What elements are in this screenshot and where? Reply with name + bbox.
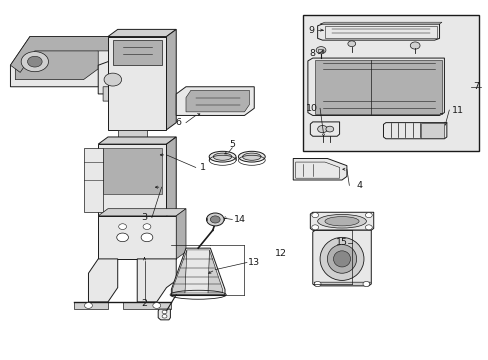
Polygon shape [317, 24, 439, 40]
Circle shape [365, 213, 371, 218]
Polygon shape [172, 250, 186, 293]
Polygon shape [103, 87, 137, 101]
Circle shape [27, 56, 42, 67]
Polygon shape [10, 37, 118, 72]
Text: 12: 12 [275, 249, 286, 258]
Ellipse shape [333, 251, 350, 267]
Polygon shape [176, 87, 254, 116]
Polygon shape [122, 302, 171, 309]
Circle shape [317, 126, 327, 133]
Circle shape [119, 224, 126, 229]
Text: 7: 7 [472, 82, 478, 91]
Polygon shape [98, 137, 176, 144]
Polygon shape [307, 58, 444, 116]
Polygon shape [83, 148, 103, 212]
Polygon shape [113, 40, 161, 65]
Polygon shape [158, 309, 170, 320]
Ellipse shape [209, 151, 236, 162]
Text: 5: 5 [229, 140, 235, 149]
Text: 1: 1 [200, 163, 205, 172]
Circle shape [314, 282, 321, 287]
Polygon shape [310, 212, 373, 230]
Polygon shape [166, 137, 176, 216]
Polygon shape [98, 144, 166, 216]
Polygon shape [207, 250, 222, 293]
Polygon shape [320, 22, 441, 24]
Polygon shape [98, 216, 176, 259]
Polygon shape [383, 123, 446, 139]
Polygon shape [184, 250, 209, 293]
Polygon shape [176, 209, 185, 259]
Ellipse shape [242, 153, 261, 160]
Polygon shape [98, 58, 137, 94]
Circle shape [143, 224, 151, 229]
Circle shape [409, 42, 419, 49]
Polygon shape [166, 30, 176, 130]
Polygon shape [108, 30, 176, 37]
Circle shape [141, 233, 153, 242]
Polygon shape [293, 158, 346, 180]
Circle shape [311, 213, 318, 218]
Polygon shape [312, 230, 370, 286]
Polygon shape [108, 37, 166, 130]
Ellipse shape [325, 217, 358, 226]
Text: 2: 2 [141, 299, 147, 308]
Polygon shape [98, 209, 185, 216]
Polygon shape [420, 123, 444, 138]
Circle shape [162, 310, 166, 314]
Text: 11: 11 [450, 105, 463, 114]
Bar [303, 15, 478, 151]
Ellipse shape [238, 151, 264, 162]
Polygon shape [315, 60, 441, 114]
Polygon shape [15, 44, 98, 80]
Circle shape [365, 225, 371, 230]
Ellipse shape [327, 244, 356, 273]
Polygon shape [185, 90, 249, 112]
Circle shape [325, 126, 333, 132]
Polygon shape [88, 259, 118, 302]
Ellipse shape [213, 153, 231, 160]
Polygon shape [314, 282, 369, 286]
Polygon shape [103, 148, 161, 194]
Polygon shape [10, 37, 118, 87]
Text: 13: 13 [248, 258, 260, 267]
Circle shape [117, 233, 128, 242]
Circle shape [21, 51, 48, 72]
Polygon shape [317, 49, 322, 51]
Circle shape [210, 216, 220, 223]
Text: 6: 6 [175, 118, 182, 127]
Circle shape [347, 41, 355, 46]
Text: 4: 4 [355, 181, 361, 190]
Circle shape [104, 73, 122, 86]
Text: 3: 3 [141, 213, 147, 222]
Polygon shape [118, 130, 147, 144]
Text: 9: 9 [307, 26, 314, 35]
Text: 10: 10 [305, 104, 317, 113]
Circle shape [84, 303, 92, 309]
Ellipse shape [317, 215, 366, 228]
Polygon shape [310, 122, 339, 136]
Circle shape [311, 225, 318, 230]
Circle shape [316, 46, 325, 54]
Text: 8: 8 [309, 49, 315, 58]
Circle shape [362, 282, 369, 287]
Circle shape [206, 213, 224, 226]
Ellipse shape [320, 237, 363, 280]
Text: 14: 14 [233, 215, 245, 224]
Circle shape [153, 303, 160, 309]
Polygon shape [171, 248, 224, 295]
Polygon shape [74, 302, 108, 309]
Polygon shape [137, 259, 176, 302]
Circle shape [162, 315, 166, 318]
Text: 15: 15 [335, 238, 347, 247]
